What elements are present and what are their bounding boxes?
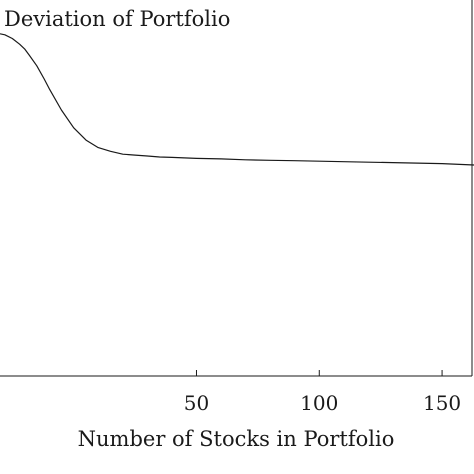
y-axis-label: Deviation of Portfolio <box>4 7 230 31</box>
x-axis-label: Number of Stocks in Portfolio <box>78 427 395 451</box>
series-line <box>0 33 474 166</box>
x-tick-label: 100 <box>300 391 338 415</box>
x-tick-label: 50 <box>184 391 209 415</box>
x-tick-label: 150 <box>423 391 461 415</box>
x-ticks: 50 100 150 <box>184 370 461 415</box>
